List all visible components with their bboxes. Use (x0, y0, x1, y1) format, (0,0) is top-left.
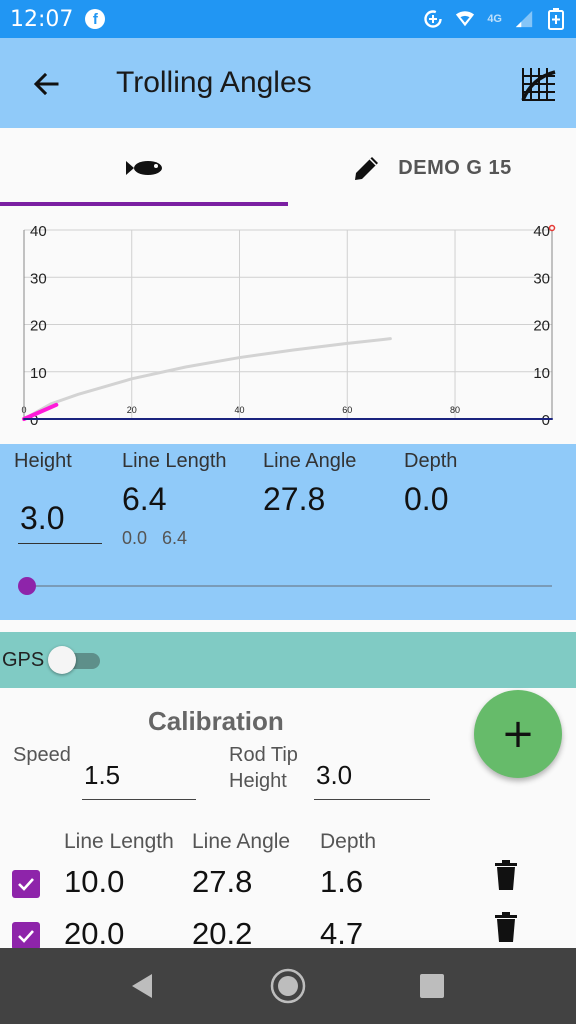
status-icons: 4G (423, 8, 566, 30)
y-tick-left: 20 (30, 318, 47, 335)
fish-icon (126, 161, 162, 175)
x-tick: 40 (235, 405, 245, 415)
header-line-angle: Line Angle (192, 830, 291, 853)
app-bar: Trolling Angles (0, 38, 576, 128)
y-tick-left: 30 (30, 270, 47, 287)
signal-icon (514, 9, 534, 29)
row-depth: 4.7 (320, 916, 364, 951)
y-tick-left: 0 (30, 412, 38, 429)
line-length-value: 6.4 (122, 481, 167, 517)
y-tick-right: 40 (533, 223, 550, 240)
nav-recents-button[interactable] (412, 966, 452, 1006)
corner-marker (548, 224, 556, 232)
rod-tip-height-input[interactable]: 3.0 (314, 760, 430, 800)
series-line (22, 402, 59, 421)
square-recents-icon (420, 974, 444, 998)
line-length-slider[interactable] (18, 576, 552, 596)
height-input[interactable]: 3.0 (18, 496, 102, 544)
row-checkbox[interactable] (12, 922, 40, 950)
header-line-length: Line Length (64, 830, 174, 853)
row-line-angle: 27.8 (192, 864, 253, 899)
circle-home-icon (270, 968, 306, 1004)
gps-toggle[interactable] (48, 645, 102, 675)
x-tick: 60 (342, 405, 352, 415)
tab-fish[interactable] (0, 128, 288, 208)
speed-input[interactable]: 1.5 (82, 760, 196, 800)
gps-label: GPS (2, 648, 45, 671)
line-length-sub: 0.0 6.4 (122, 528, 227, 549)
arrow-left-icon (33, 72, 59, 96)
chart-view-button[interactable] (518, 64, 558, 104)
gps-bar: GPS (0, 632, 576, 688)
nav-home-button[interactable] (268, 966, 308, 1006)
chart-grid-icon (521, 68, 556, 101)
line-length-sub-2: 6.4 (162, 528, 188, 548)
height-label: Height (14, 450, 72, 472)
page-title: Trolling Angles (116, 66, 312, 99)
status-time: 12:07 (10, 6, 74, 32)
checkmark-icon (18, 930, 34, 943)
x-tick: 20 (127, 405, 137, 415)
line-angle-value: 27.8 (263, 481, 326, 517)
row-checkbox[interactable] (12, 870, 40, 898)
row-line-length: 10.0 (64, 864, 125, 899)
status-bar: 12:07 f 4G (0, 0, 576, 38)
rod-tip-label-2: Height (229, 770, 287, 792)
network-type: 4G (487, 13, 502, 25)
y-tick-left: 40 (30, 223, 47, 240)
header-depth: Depth (320, 830, 377, 853)
add-calibration-button[interactable]: + (474, 690, 562, 778)
trash-icon[interactable] (494, 912, 518, 942)
chart-svg: 001010202030304040020406080 (21, 223, 556, 429)
row-line-angle: 20.2 (192, 916, 253, 951)
line-length-sub-1: 0.0 (122, 528, 148, 548)
line-length-label: Line Length (122, 450, 227, 472)
y-tick-right: 0 (542, 412, 550, 429)
x-tick: 80 (450, 405, 460, 415)
pencil-icon (355, 157, 379, 180)
row-line-length: 20.0 (64, 916, 125, 951)
facebook-icon: f (85, 9, 106, 29)
checkmark-icon (18, 878, 34, 891)
slider-track (26, 585, 552, 587)
system-nav-bar (0, 948, 576, 1024)
back-button[interactable] (26, 64, 66, 104)
readout-panel: Height 3.0 Line Length 6.4 0.0 6.4 Line … (0, 444, 576, 620)
row-depth: 1.6 (320, 864, 364, 899)
battery-charging-icon (546, 8, 566, 30)
data-saver-icon (423, 9, 443, 29)
trolling-chart: 001010202030304040020406080 (0, 208, 576, 444)
gps-toggle-thumb (48, 646, 77, 674)
depth-value: 0.0 (404, 481, 449, 517)
nav-back-button[interactable] (122, 966, 162, 1006)
slider-thumb[interactable] (18, 577, 36, 595)
y-tick-right: 30 (533, 270, 550, 287)
calibration-row: 10.0 27.8 1.6 (0, 856, 576, 908)
y-tick-right: 10 (533, 365, 550, 382)
trash-icon[interactable] (494, 860, 518, 890)
line-angle-label: Line Angle (263, 450, 357, 472)
tab-bar: DEMO G 15 (0, 128, 576, 208)
depth-label: Depth (404, 450, 458, 472)
calibration-title: Calibration (148, 706, 284, 736)
triangle-back-icon (132, 974, 152, 998)
speed-label: Speed (13, 744, 71, 766)
calibration-row: 20.0 20.2 4.7 (0, 908, 576, 960)
wifi-icon (455, 9, 475, 29)
y-tick-left: 10 (30, 365, 47, 382)
series-line (22, 337, 392, 421)
tab-demo-label: DEMO G 15 (398, 156, 512, 179)
y-tick-right: 20 (533, 318, 550, 335)
rod-tip-label-1: Rod Tip (229, 744, 298, 766)
tab-demo[interactable]: DEMO G 15 (288, 128, 576, 208)
